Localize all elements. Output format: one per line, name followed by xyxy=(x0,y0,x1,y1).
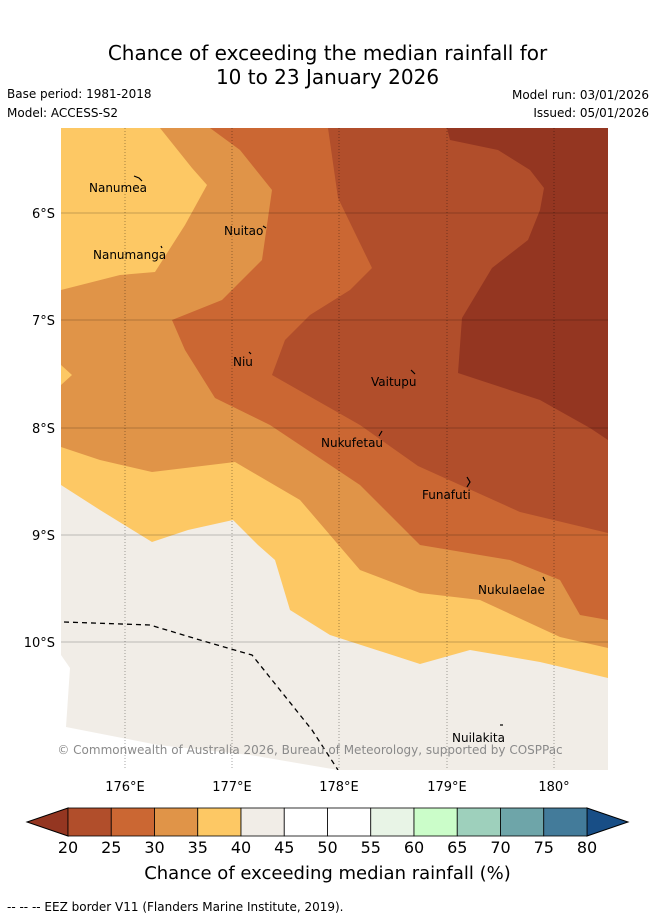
colorbar-tick-label: 30 xyxy=(144,838,164,857)
island-vaitupu-shape xyxy=(410,369,416,375)
colorbar-tick-label: 60 xyxy=(404,838,424,857)
colorbar: 20 25 30 35 40 45 50 55 60 65 70 75 80 xyxy=(25,807,630,857)
lat-label-9: 9°S xyxy=(32,529,55,544)
zone-20-25 xyxy=(447,128,608,440)
map-gridlines xyxy=(61,128,608,770)
place-nukufetau: Nukufetau xyxy=(321,436,383,450)
colorbar-segment xyxy=(67,807,112,837)
lon-label-180: 180° xyxy=(538,780,569,795)
zone-25-30 xyxy=(272,128,608,533)
place-nanumanga: Nanumanga xyxy=(93,248,166,262)
colorbar-tick-label: 35 xyxy=(188,838,208,857)
lat-label-7: 7°S xyxy=(32,314,55,329)
place-vaitupu: Vaitupu xyxy=(371,375,417,389)
colorbar-tick-label: 80 xyxy=(577,838,597,857)
model-run: Model run: 03/01/2026 xyxy=(511,88,649,102)
place-labels: Nanumea Nanumanga Nuitao Niu Vaitupu Nuk… xyxy=(89,181,545,745)
lon-label-179: 179°E xyxy=(427,780,467,795)
lon-label-176: 176°E xyxy=(105,780,145,795)
colorbar-tick-label: 40 xyxy=(231,838,251,857)
place-nuilakita: Nuilakita xyxy=(452,731,505,745)
island-funafuti-shape xyxy=(466,476,471,488)
latitude-labels: 6°S 7°S 8°S 9°S 10°S xyxy=(24,207,55,651)
lon-label-178: 178°E xyxy=(319,780,359,795)
lat-label-10: 10°S xyxy=(24,636,55,651)
colorbar-segment xyxy=(283,807,328,837)
colorbar-tick-label: 65 xyxy=(447,838,467,857)
colorbar-segment xyxy=(500,807,545,837)
place-niu: Niu xyxy=(233,355,253,369)
colorbar-tick-label: 55 xyxy=(361,838,381,857)
place-nukulaelae: Nukulaelae xyxy=(478,583,545,597)
colorbar-over-arrow xyxy=(586,807,630,837)
colorbar-segment xyxy=(413,807,458,837)
colorbar-tick-label: 20 xyxy=(58,838,78,857)
colorbar-tick-label: 70 xyxy=(490,838,510,857)
copyright-credit: © Commonwealth of Australia 2026, Bureau… xyxy=(57,743,563,757)
issued-date: Issued: 05/01/2026 xyxy=(533,106,649,120)
colorbar-segment xyxy=(543,807,588,837)
colorbar-segment xyxy=(240,807,285,837)
colorbar-tick-label: 50 xyxy=(317,838,337,857)
colorbar-tick-label: 45 xyxy=(274,838,294,857)
title-line-2: 10 to 23 January 2026 xyxy=(215,65,440,89)
place-nuitao: Nuitao xyxy=(224,224,263,238)
eez-border xyxy=(63,621,339,770)
island-niu-shape xyxy=(248,351,252,355)
title-line-1: Chance of exceeding the median rainfall … xyxy=(107,41,548,65)
colorbar-segment xyxy=(110,807,155,837)
colorbar-under-arrow xyxy=(25,807,69,837)
zone-50-55-bottom-left xyxy=(61,655,338,770)
rainfall-zones xyxy=(61,128,608,770)
colorbar-tick-label: 75 xyxy=(534,838,554,857)
colorbar-title: Chance of exceeding median rainfall (%) xyxy=(144,863,511,884)
colorbar-segment xyxy=(370,807,415,837)
longitude-labels: 176°E 177°E 178°E 179°E 180° xyxy=(105,780,569,795)
eez-footnote: -- -- -- EEZ border V11 (Flanders Marine… xyxy=(7,900,344,914)
colorbar-segment xyxy=(197,807,242,837)
island-nukulaelae-shape xyxy=(542,576,546,582)
place-nanumea: Nanumea xyxy=(89,181,147,195)
island-markers xyxy=(133,175,546,726)
colorbar-segment xyxy=(154,807,199,837)
place-funafuti: Funafuti xyxy=(422,488,471,502)
lon-label-177: 177°E xyxy=(212,780,252,795)
lat-label-8: 8°S xyxy=(32,422,55,437)
island-nanumanga-shape xyxy=(160,245,163,249)
island-nukufetau-shape xyxy=(378,430,383,437)
model-name: Model: ACCESS-S2 xyxy=(7,106,119,120)
colorbar-segment xyxy=(456,807,501,837)
base-period: Base period: 1981-2018 xyxy=(7,87,152,101)
colorbar-segment xyxy=(327,807,372,837)
island-nuitao-shape xyxy=(262,225,267,229)
island-nanumea-shape xyxy=(133,175,143,182)
colorbar-tick-label: 25 xyxy=(101,838,121,857)
lat-label-6: 6°S xyxy=(32,207,55,222)
